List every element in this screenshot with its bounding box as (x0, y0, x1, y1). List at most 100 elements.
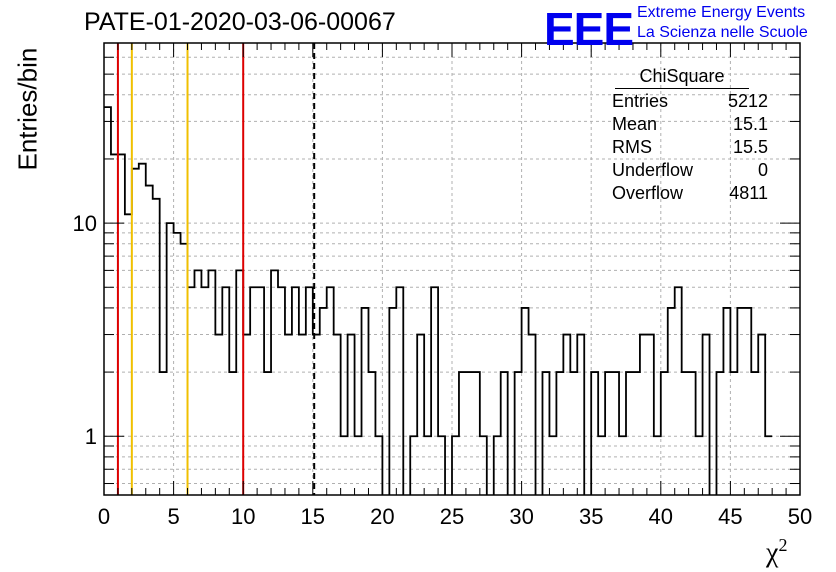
histogram-bin (292, 287, 299, 495)
stats-box: ChiSquare Entries 5212 Mean 15.1 RMS 15.5 U… (612, 66, 772, 205)
stat-label: Underflow (612, 160, 694, 180)
histogram-bin (174, 233, 181, 495)
histogram-bin (208, 270, 215, 495)
x-tick-label: 25 (440, 504, 464, 529)
histogram-bin (389, 308, 396, 495)
histogram-bin (668, 308, 675, 495)
histogram-bin (222, 287, 229, 495)
histogram-bin (640, 335, 647, 495)
histogram-bin (751, 372, 758, 495)
histogram-bin (563, 335, 570, 495)
histogram-bin (257, 287, 264, 495)
histogram-bars (104, 106, 773, 495)
histogram-bin (556, 372, 563, 495)
histogram-bin (626, 372, 633, 495)
histogram-bin (570, 372, 577, 495)
histogram-bin (501, 372, 508, 495)
histogram-bin (320, 308, 327, 495)
histogram-bin (605, 372, 612, 495)
histogram-bin (744, 308, 751, 495)
histogram-bin (689, 372, 696, 495)
histogram-bin (111, 154, 118, 495)
histogram-bin (348, 335, 355, 495)
reference-lines (116, 43, 316, 495)
stat-value: 15.5 (732, 137, 768, 157)
x-tick-label: 50 (788, 504, 812, 529)
stat-label: Overflow (612, 183, 684, 203)
histogram-bin (515, 372, 522, 495)
histogram-bin (334, 335, 341, 495)
histogram-bin (473, 372, 480, 495)
x-axis-label-symbol: χ (766, 537, 779, 569)
histogram-bin (306, 287, 313, 495)
histogram-bin (529, 335, 536, 495)
axis-ticks (103, 42, 801, 495)
histogram-bin (104, 107, 111, 495)
histogram-bin (682, 372, 689, 495)
stat-row-entries: Entries 5212 (612, 90, 768, 113)
histogram-bin (452, 436, 459, 495)
histogram-bin (375, 436, 382, 495)
histogram-bin (215, 335, 222, 495)
histogram-bin (410, 436, 417, 495)
histogram-bin (522, 308, 529, 495)
histogram-bin (494, 436, 501, 495)
y-tick-label: 1 (85, 424, 97, 449)
x-tick-label: 5 (167, 504, 179, 529)
histogram-bin (201, 287, 208, 495)
histogram-bin (723, 308, 730, 495)
histogram-bin (327, 287, 334, 495)
histogram-bin (243, 335, 250, 495)
histogram-bin (661, 372, 668, 495)
histogram-bin (598, 436, 605, 495)
histogram-bin (438, 436, 445, 495)
stat-label: RMS (612, 137, 652, 157)
x-tick-label: 15 (301, 504, 325, 529)
stat-label: Entries (612, 91, 669, 111)
histogram-bin (696, 436, 703, 495)
x-axis-label-superscript: 2 (778, 535, 788, 555)
histogram-bin (459, 372, 466, 495)
x-tick-label: 45 (718, 504, 742, 529)
histogram-bin (591, 372, 598, 495)
histogram-bin (236, 270, 243, 495)
y-tick-label: 10 (73, 211, 97, 236)
histogram-bin (132, 169, 139, 495)
histogram-bin (431, 287, 438, 495)
x-tick-label: 35 (579, 504, 603, 529)
histogram-bin (139, 164, 146, 495)
histogram-bin (250, 287, 257, 495)
histogram-bin (716, 372, 723, 495)
x-tick-label: 20 (370, 504, 394, 529)
histogram-bin (758, 335, 765, 495)
x-tick-label: 30 (509, 504, 533, 529)
histogram-bin (181, 244, 188, 495)
histogram-bin (194, 270, 201, 495)
stats-title: ChiSquare (615, 66, 749, 89)
histogram-bin (146, 186, 153, 495)
histogram-bin (118, 154, 125, 495)
histogram-bin (271, 270, 278, 495)
histogram-bin (480, 436, 487, 495)
eee-logo: EEE (544, 3, 634, 55)
histogram-bin (654, 436, 661, 495)
stat-row-overflow: Overflow 4811 (612, 182, 768, 205)
histogram-bin (424, 436, 431, 495)
stat-value: 5212 (727, 91, 768, 111)
stat-value: 0 (757, 160, 768, 180)
histogram-bin (229, 372, 236, 495)
histogram-bin (341, 436, 348, 495)
histogram-bin (466, 372, 473, 495)
stat-row-rms: RMS 15.5 (612, 136, 768, 159)
histogram-bin (278, 287, 285, 495)
x-axis-label: χ2 (766, 535, 787, 569)
histogram-bin (647, 335, 654, 495)
histogram-bin (188, 287, 195, 495)
histogram-bin (368, 372, 375, 495)
histogram-bin (396, 287, 403, 495)
stat-value: 4811 (729, 183, 768, 203)
histogram-bin (675, 287, 682, 495)
histogram-bin (577, 335, 584, 495)
stat-row-mean: Mean 15.1 (612, 113, 768, 136)
